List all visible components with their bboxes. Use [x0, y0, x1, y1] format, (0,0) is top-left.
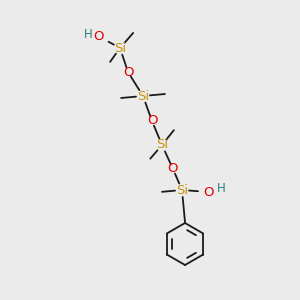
Text: O: O: [147, 115, 157, 128]
Text: Si: Si: [176, 184, 188, 196]
Text: H: H: [84, 28, 93, 40]
Text: O: O: [168, 163, 178, 176]
Text: Si: Si: [137, 89, 149, 103]
Text: Si: Si: [156, 139, 168, 152]
Text: Si: Si: [114, 41, 126, 55]
Text: O: O: [93, 29, 103, 43]
Text: H: H: [217, 182, 226, 196]
Text: O: O: [123, 65, 133, 79]
Text: O: O: [203, 185, 213, 199]
